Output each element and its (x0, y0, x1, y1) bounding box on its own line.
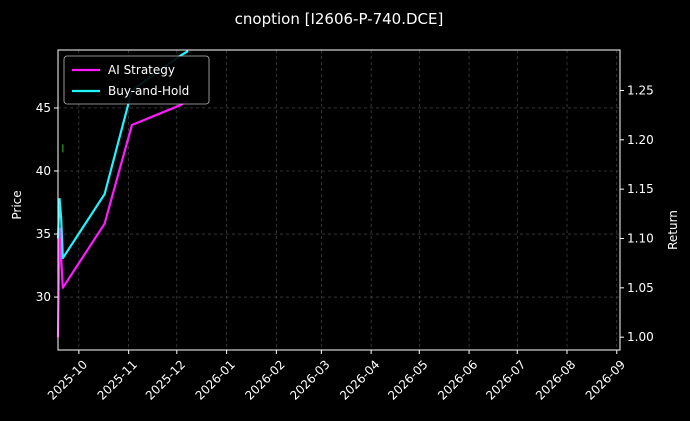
chart-title: cnoption [I2606-P-740.DCE] (235, 10, 444, 28)
legend-box (63, 55, 210, 105)
x-tick-label: 2026-06 (435, 357, 480, 402)
legend-label: AI Strategy (108, 63, 175, 77)
x-tick-label: 2026-05 (385, 357, 430, 402)
x-tick-label: 2026-08 (533, 357, 578, 402)
series-line-ai-strategy (56, 99, 189, 338)
x-tick-label: 2025-11 (95, 357, 140, 402)
y-right-tick-label: 1.20 (627, 133, 654, 147)
y-right-tick-label: 1.25 (627, 83, 654, 97)
grid (58, 50, 620, 350)
y-left-tick-label: 35 (36, 227, 51, 241)
x-tick-label: 2026-07 (483, 357, 528, 402)
y-axis-right-label: Return (666, 210, 680, 250)
y-axis-right: 1.00 1.05 1.10 1.15 1.20 1.25 (620, 83, 654, 344)
y-left-tick-label: 45 (36, 101, 51, 115)
legend-label: Buy-and-Hold (108, 84, 189, 98)
x-tick-label: 2025-12 (143, 357, 188, 402)
y-axis-left: 30 35 40 45 (36, 101, 58, 304)
x-tick-label: 2026-04 (337, 357, 382, 402)
y-right-tick-label: 1.00 (627, 330, 654, 344)
legend: AI Strategy Buy-and-Hold (63, 55, 210, 105)
plot-frame (57, 49, 621, 351)
x-tick-label: 2025-10 (45, 357, 90, 402)
x-tick-label: 2026-02 (242, 357, 287, 402)
y-right-tick-label: 1.15 (627, 182, 654, 196)
y-left-tick-label: 30 (36, 290, 51, 304)
x-tick-label: 2026-01 (193, 357, 238, 402)
y-axis-left-label: Price (10, 190, 24, 219)
y-left-tick-label: 40 (36, 164, 51, 178)
y-right-tick-label: 1.05 (627, 281, 654, 295)
y-right-tick-label: 1.10 (627, 231, 654, 245)
x-tick-label: 2026-03 (287, 357, 332, 402)
x-axis: 2025-10 2025-11 2025-12 2026-01 2026-02 2026-… (45, 350, 628, 403)
x-tick-label: 2026-09 (583, 357, 628, 402)
